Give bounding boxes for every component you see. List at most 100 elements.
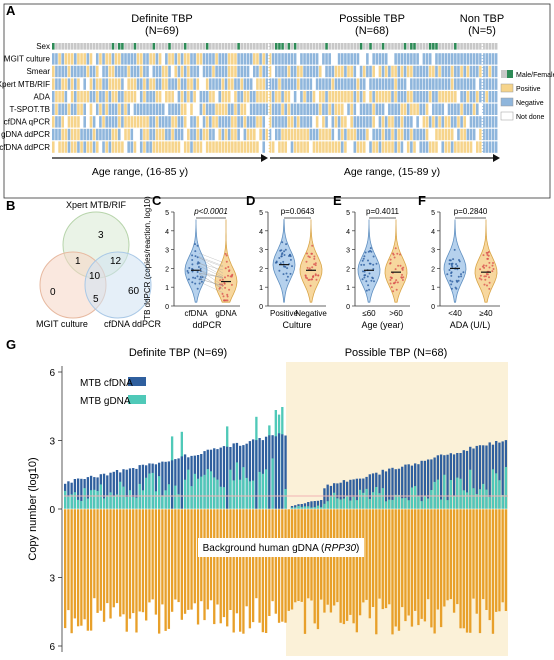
heatmap-cell [372, 91, 375, 103]
violin-point [281, 241, 284, 244]
bar-mtb-gdna [323, 503, 326, 509]
heatmap-cell [196, 53, 200, 65]
heatmap-cell [249, 128, 253, 141]
heatmap-cell [315, 91, 319, 103]
heatmap-row-label: ADA [34, 92, 51, 101]
heatmap-cell [388, 53, 391, 65]
heatmap-cell [212, 91, 215, 103]
bar-mtb-gdna [64, 490, 67, 509]
bar-mtb-cfdna [226, 446, 229, 509]
bar-human-gdna [381, 509, 384, 610]
heatmap-cell [400, 43, 404, 50]
heatmap-cell [432, 53, 435, 65]
heatmap-cell [296, 103, 300, 115]
bar-mtb-cfdna [345, 481, 349, 509]
heatmap-cell [278, 78, 281, 90]
heatmap-cell [95, 116, 99, 128]
bar-mtb-gdna [271, 458, 274, 509]
heatmap-cell [281, 116, 284, 128]
heatmap-cell [246, 116, 250, 128]
heatmap-cell [124, 116, 127, 128]
heatmap-cell [488, 43, 492, 50]
heatmap-cell [356, 103, 360, 115]
violin-x-label: ADA (U/L) [450, 320, 491, 330]
heatmap-cell [369, 103, 372, 115]
heatmap-cell [334, 43, 338, 50]
heatmap-cell [92, 103, 96, 115]
annotation-text: Background human gDNA (RPP30) [203, 543, 360, 554]
heatmap-cell [275, 128, 278, 141]
heatmap-cell [340, 91, 344, 103]
bar-mtb-gdna [264, 469, 268, 509]
heatmap-cell [168, 65, 171, 78]
heatmap-cell [80, 128, 83, 141]
heatmap-cell [240, 116, 244, 128]
violin-tick-label: 2 [346, 266, 350, 273]
heatmap-cell [275, 43, 278, 50]
heatmap-cell [171, 128, 174, 141]
violin-point [224, 286, 227, 289]
bar-human-gdna [239, 509, 242, 632]
heatmap-cell [127, 43, 130, 50]
violin-point [280, 253, 283, 256]
violin-point [396, 281, 399, 284]
heatmap-cell [70, 116, 74, 128]
heatmap-cell [168, 116, 171, 128]
heatmap-cell [435, 43, 438, 50]
bar-mtb-cfdna [141, 464, 145, 509]
heatmap-cell [406, 116, 410, 128]
heatmap-cell [281, 78, 284, 90]
bar-human-gdna [397, 509, 401, 631]
heatmap-cell [366, 91, 369, 103]
heatmap-cell [61, 91, 64, 103]
heatmap-cell [472, 128, 476, 141]
heatmap-cell [190, 53, 193, 65]
venn-count-mgit-cfdna: 5 [93, 294, 99, 305]
heatmap-cell [52, 65, 55, 78]
heatmap-cell [70, 65, 74, 78]
heatmap-cell [463, 65, 467, 78]
bar-y-tick-label: 0 [49, 505, 55, 516]
heatmap-cell [275, 78, 278, 90]
violin-shape [299, 219, 323, 303]
heatmap-cell [105, 128, 108, 141]
violin-point [449, 259, 452, 262]
bar-mtb-gdna [504, 467, 508, 509]
heatmap-cell [435, 78, 438, 90]
heatmap-cell [416, 91, 419, 103]
heatmap-cell [111, 78, 115, 90]
heatmap-cell [306, 141, 309, 153]
heatmap-cell [482, 53, 485, 65]
violin-point [487, 254, 490, 257]
heatmap-cell [174, 91, 178, 103]
heatmap-cell [479, 116, 482, 128]
bar-mtb-gdna [475, 494, 478, 509]
heatmap-cell [356, 53, 360, 65]
heatmap-cell [410, 65, 413, 78]
heatmap-cell [372, 103, 375, 115]
heatmap-cell [419, 116, 423, 128]
heatmap-cell [281, 103, 284, 115]
heatmap-cell [454, 78, 457, 90]
heatmap-cell [262, 128, 266, 141]
heatmap-cell [64, 141, 68, 153]
heatmap-cell [161, 116, 165, 128]
heatmap-cell [180, 103, 184, 115]
heatmap-cell [372, 128, 375, 141]
heatmap-cell [397, 116, 401, 128]
bar-human-gdna [70, 509, 73, 634]
heatmap-cell [359, 103, 363, 115]
bar-mtb-cfdna [439, 454, 443, 509]
heatmap-cell [114, 91, 118, 103]
heatmap-cell [391, 141, 394, 153]
bar-mtb-cfdna [498, 442, 501, 509]
heatmap-cell [58, 128, 61, 141]
heatmap-cell [259, 141, 262, 153]
bar-mtb-gdna [93, 489, 96, 509]
heatmap-cell [350, 103, 353, 115]
heatmap-cell [202, 116, 206, 128]
heatmap-cell [479, 43, 482, 50]
heatmap-cell [353, 91, 357, 103]
heatmap-cell [231, 141, 234, 153]
